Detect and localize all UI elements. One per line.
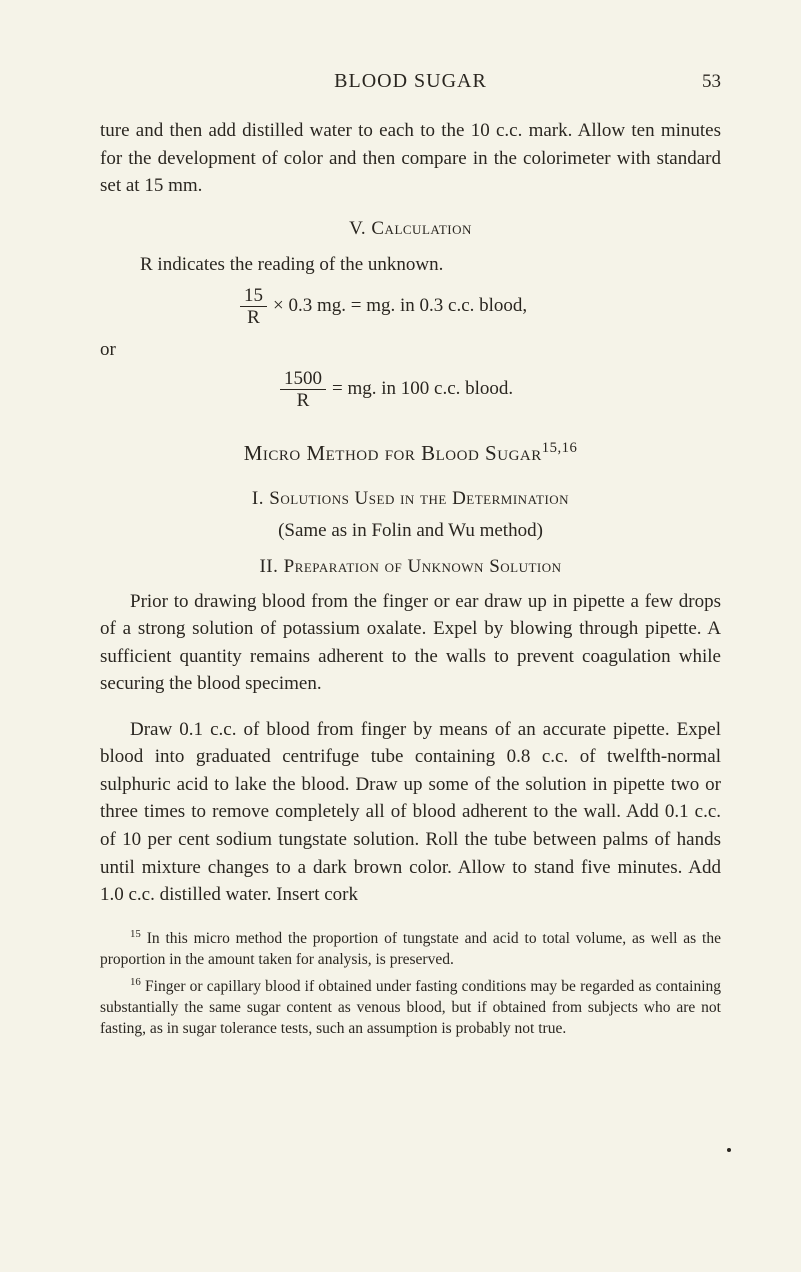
formula-2: 1500 R = mg. in 100 c.c. blood. xyxy=(280,369,721,410)
method-heading-sup: 15,16 xyxy=(542,440,578,456)
footnote-16: 16 Finger or capillary blood if obtained… xyxy=(100,975,721,1040)
page-dot xyxy=(727,1148,731,1152)
paragraph-continuation: ture and then add distilled water to eac… xyxy=(100,117,721,200)
fraction-2-numerator: 1500 xyxy=(280,369,326,390)
section-v-heading: V. Calculation xyxy=(100,218,721,240)
fraction-2: 1500 R xyxy=(280,369,326,410)
fraction-2-denominator: R xyxy=(293,390,314,410)
section-ii-heading: II. Preparation of Unknown Solution xyxy=(100,556,721,578)
formula-1-rest: × 0.3 mg. = mg. in 0.3 c.c. blood, xyxy=(273,295,527,317)
fraction-1: 15 R xyxy=(240,286,267,327)
or-text: or xyxy=(100,339,721,361)
footnote-16-text: Finger or capillary blood if obtained un… xyxy=(100,978,721,1037)
method-heading: Micro Method for Blood Sugar15,16 xyxy=(100,440,721,466)
page-number: 53 xyxy=(681,71,721,93)
footnote-16-marker: 16 xyxy=(130,976,141,988)
paragraph-prior: Prior to drawing blood from the finger o… xyxy=(100,588,721,698)
method-heading-text: Micro Method for Blood Sugar xyxy=(244,441,542,465)
running-head: BLOOD SUGAR xyxy=(140,70,681,93)
footnote-15-marker: 15 xyxy=(130,928,141,940)
fraction-1-denominator: R xyxy=(243,307,264,327)
footnote-15: 15 In this micro method the proportion o… xyxy=(100,927,721,971)
footnote-15-text: In this micro method the proportion of t… xyxy=(100,930,721,968)
page-header: BLOOD SUGAR 53 xyxy=(100,70,721,93)
fraction-1-numerator: 15 xyxy=(240,286,267,307)
formula-1: 15 R × 0.3 mg. = mg. in 0.3 c.c. blood, xyxy=(240,286,721,327)
r-indicator-text: R indicates the reading of the unknown. xyxy=(140,254,721,276)
formula-2-rest: = mg. in 100 c.c. blood. xyxy=(332,378,513,400)
paren-note: (Same as in Folin and Wu method) xyxy=(100,520,721,542)
section-i-heading: I. Solutions Used in the Determination xyxy=(100,488,721,510)
paragraph-draw: Draw 0.1 c.c. of blood from finger by me… xyxy=(100,716,721,909)
